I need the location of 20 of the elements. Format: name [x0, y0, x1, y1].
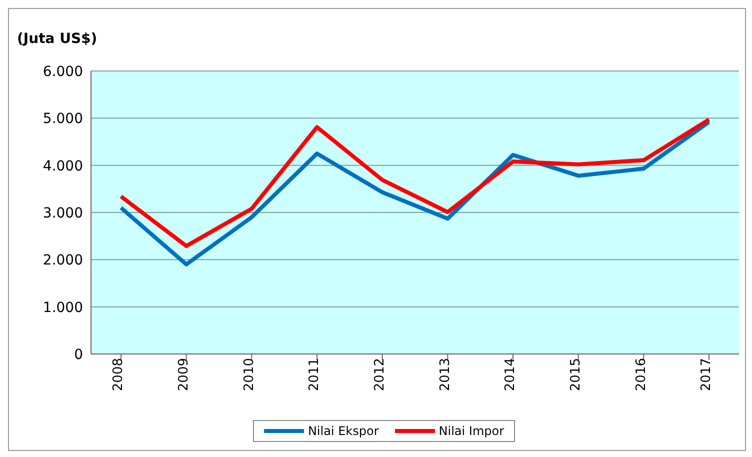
x-tick-label: 2008	[111, 358, 126, 392]
y-axis-title: (Juta US$)	[17, 31, 98, 47]
x-tick-label: 2009	[176, 358, 192, 392]
x-tick-label: 2011	[307, 358, 322, 392]
legend-label: Nilai Ekspor	[308, 424, 379, 438]
x-tick-label: 2015	[568, 358, 584, 392]
legend-label: Nilai Impor	[438, 424, 504, 438]
x-tick-label: 2014	[503, 358, 518, 392]
y-tick-label: 6.000	[42, 64, 83, 80]
y-tick-label: 2.000	[42, 252, 83, 269]
x-tick-label: 2016	[634, 358, 649, 392]
y-tick-label: 5.000	[42, 111, 83, 128]
y-tick-label: 4.000	[42, 158, 83, 174]
x-tick-label: 2013	[438, 358, 453, 392]
y-tick-label: 3.000	[42, 205, 83, 222]
x-tick-label: 2012	[372, 358, 388, 392]
x-tick-label: 2017	[699, 358, 714, 392]
y-tick-label: 1.000	[42, 300, 83, 316]
x-tick-label: 2010	[242, 358, 257, 392]
y-tick-label: 0	[74, 346, 83, 363]
